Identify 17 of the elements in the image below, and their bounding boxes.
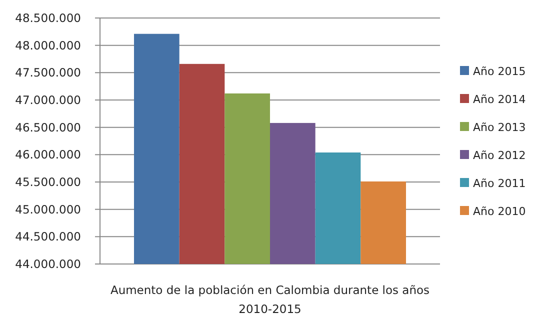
legend-label: Año 2014 xyxy=(473,92,526,106)
y-tick-label: 45.000.000 xyxy=(15,202,81,216)
y-tick-label: 48.000.000 xyxy=(15,38,81,52)
legend-label: Año 2015 xyxy=(473,64,526,78)
y-tick-label: 46.000.000 xyxy=(15,148,81,162)
y-tick-label: 45.500.000 xyxy=(15,175,81,190)
legend-label: Año 2010 xyxy=(473,204,526,218)
y-tick-label: 44.000.000 xyxy=(15,257,81,272)
y-tick-label: 44.500.000 xyxy=(15,230,81,244)
y-tick-label: 48.500.000 xyxy=(15,11,81,26)
y-tick-label: 46.500.000 xyxy=(15,120,81,134)
x-axis-title: Aumento de la población en Calombia durante los años 2010-2015 xyxy=(110,283,430,316)
legend-label: Año 2013 xyxy=(473,120,526,134)
y-tick-label: 47.500.000 xyxy=(15,66,81,80)
y-tick-label: 47.000.000 xyxy=(15,93,81,108)
legend-label: Año 2012 xyxy=(473,148,526,162)
legend-label: Año 2011 xyxy=(473,176,526,190)
